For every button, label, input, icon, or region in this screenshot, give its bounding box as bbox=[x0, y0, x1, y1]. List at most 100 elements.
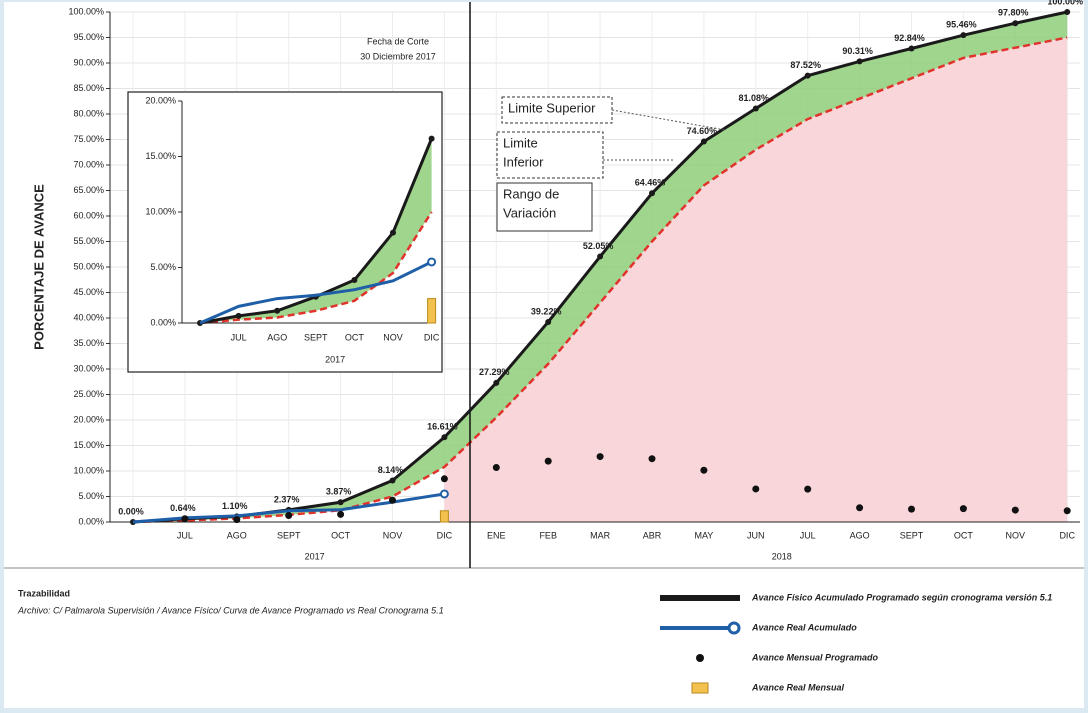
y-tick-label: 20.00% bbox=[145, 95, 176, 105]
dot bbox=[440, 475, 448, 483]
dot bbox=[596, 453, 604, 461]
x-tick-label: NOV bbox=[383, 332, 403, 342]
annotation: Inferior bbox=[503, 154, 544, 169]
point bbox=[752, 105, 759, 112]
x-tick-label: JUL bbox=[177, 530, 193, 540]
point bbox=[337, 499, 344, 506]
dot bbox=[700, 466, 708, 474]
annotation-box bbox=[496, 182, 593, 232]
cut-date-label: Fecha de Corte bbox=[367, 36, 429, 46]
annotation: Rango de bbox=[503, 186, 559, 201]
y-tick-label: 5.00% bbox=[150, 262, 176, 272]
y-tick-label: 90.00% bbox=[73, 57, 104, 67]
value-label: 0.64% bbox=[170, 503, 196, 513]
point bbox=[597, 253, 604, 260]
dot bbox=[544, 457, 552, 465]
x-tick-label: SEPT bbox=[277, 530, 301, 540]
y-tick-label: 45.00% bbox=[73, 287, 104, 297]
bar bbox=[427, 298, 437, 324]
year-label: 2017 bbox=[305, 551, 325, 561]
point bbox=[1064, 9, 1071, 15]
end-marker bbox=[427, 257, 437, 267]
point bbox=[428, 135, 435, 142]
y-tick-label: 80.00% bbox=[73, 108, 104, 118]
point bbox=[390, 229, 396, 236]
legend-swatch bbox=[660, 595, 740, 601]
y-tick-label: 40.00% bbox=[73, 312, 104, 322]
below-lower-area bbox=[444, 37, 1068, 522]
variation-band bbox=[133, 12, 1068, 522]
annotation: Variación bbox=[503, 205, 556, 220]
y-tick-label: 0.00% bbox=[150, 317, 176, 327]
x-tick-label: JUL bbox=[800, 530, 816, 540]
value-label: 3.87% bbox=[326, 487, 352, 497]
value-label: 2.37% bbox=[274, 494, 300, 504]
point bbox=[235, 312, 242, 319]
value-label: 87.52% bbox=[790, 60, 821, 70]
x-tick-label: FEB bbox=[539, 530, 557, 540]
cut-date-label: 30 Diciembre 2017 bbox=[360, 51, 436, 61]
x-tick-label: OCT bbox=[954, 530, 974, 540]
value-label: 8.14% bbox=[378, 465, 404, 475]
legend-swatch bbox=[727, 621, 741, 635]
dot bbox=[389, 496, 396, 504]
annotation-box bbox=[496, 131, 604, 179]
dot bbox=[752, 485, 760, 493]
bar bbox=[439, 510, 449, 523]
y-tick-label: 85.00% bbox=[73, 83, 104, 93]
x-tick-label: ENE bbox=[487, 530, 506, 540]
annotation: Limite bbox=[503, 135, 538, 150]
dot bbox=[233, 516, 241, 524]
dot bbox=[959, 505, 967, 513]
x-tick-label: DIC bbox=[424, 332, 440, 342]
y-tick-label: 70.00% bbox=[73, 159, 104, 169]
x-tick-label: DIC bbox=[437, 530, 453, 540]
y-tick-label: 30.00% bbox=[73, 363, 104, 373]
dot bbox=[337, 510, 345, 518]
legend-swatch bbox=[696, 654, 704, 662]
notes-file: Archivo: C/ Palmarola Supervisión / Avan… bbox=[17, 605, 444, 615]
y-tick-label: 35.00% bbox=[73, 338, 104, 348]
x-tick-label: JUL bbox=[231, 332, 247, 342]
x-tick-label: NOV bbox=[1006, 530, 1026, 540]
dot bbox=[181, 515, 189, 523]
y-tick-label: 15.00% bbox=[73, 440, 104, 450]
x-tick-label: SEPT bbox=[900, 530, 924, 540]
y-axis-title: PORCENTAJE DE AVANCE bbox=[31, 184, 46, 350]
legend-label: Avance Real Mensual bbox=[751, 682, 845, 692]
end-marker bbox=[439, 489, 449, 499]
year-label: 2018 bbox=[772, 551, 792, 561]
x-tick-label: AGO bbox=[267, 332, 287, 342]
y-tick-label: 100.00% bbox=[68, 6, 104, 16]
variation-band bbox=[200, 138, 432, 323]
value-label: 64.46% bbox=[635, 178, 666, 188]
year-label: 2017 bbox=[325, 354, 345, 364]
point bbox=[700, 138, 707, 145]
legend-label: Avance Mensual Programado bbox=[751, 652, 879, 662]
value-label: 92.84% bbox=[894, 33, 925, 43]
inset-frame bbox=[127, 91, 443, 373]
x-tick-label: MAR bbox=[590, 530, 611, 540]
value-label: 1.10% bbox=[222, 501, 248, 511]
point bbox=[649, 190, 655, 197]
y-tick-label: 60.00% bbox=[73, 210, 104, 220]
dot bbox=[285, 512, 293, 520]
x-tick-label: OCT bbox=[331, 530, 351, 540]
point bbox=[1012, 20, 1019, 27]
point bbox=[389, 477, 396, 484]
y-tick-label: 20.00% bbox=[73, 414, 104, 424]
x-tick-label: ABR bbox=[643, 530, 662, 540]
legend-swatch bbox=[691, 682, 709, 694]
point bbox=[441, 434, 448, 441]
x-tick-label: JUN bbox=[747, 530, 765, 540]
value-label: 0.00% bbox=[118, 506, 144, 516]
legend-label: Avance Físico Acumulado Programado según… bbox=[751, 592, 1052, 602]
dot bbox=[492, 464, 500, 472]
dot bbox=[856, 504, 864, 512]
value-label: 81.08% bbox=[739, 93, 770, 103]
y-tick-label: 25.00% bbox=[73, 389, 104, 399]
dot bbox=[648, 455, 656, 463]
point bbox=[545, 318, 552, 325]
point bbox=[856, 58, 863, 65]
